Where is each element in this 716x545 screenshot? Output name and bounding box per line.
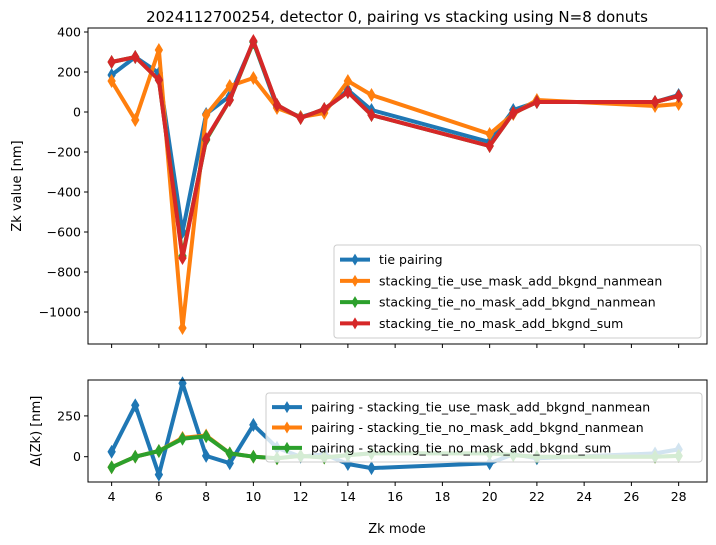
top-series-4-point — [154, 73, 164, 87]
top-y-tick-label: 0 — [73, 105, 81, 120]
top-series-4-point — [485, 139, 494, 153]
top-series-4-point — [674, 89, 683, 103]
top-legend-label-1: tie pairing — [379, 252, 443, 267]
top-legend-marker-3 — [351, 296, 359, 309]
bottom-legend-label-1: pairing - stacking_tie_use_mask_add_bkgn… — [311, 400, 650, 415]
bottom-series-3-point — [178, 431, 187, 446]
bottom-x-tick-label: 22 — [529, 489, 545, 504]
top-series-2-point — [225, 79, 234, 93]
bottom-plot-frame — [87, 379, 708, 483]
bottom-series-1-point — [107, 444, 116, 459]
bottom-x-tick-label: 20 — [482, 489, 498, 504]
top-legend-marker-1 — [351, 253, 359, 266]
x-axis-label: Zk mode — [368, 522, 425, 537]
bottom-x-tick-label: 14 — [340, 489, 356, 504]
top-y-tick-label: −600 — [47, 225, 81, 240]
top-series-4-point — [225, 93, 234, 107]
bottom-legend-marker-3 — [283, 441, 291, 454]
top-series-4-point — [296, 111, 305, 125]
top-series-4-point — [201, 132, 211, 146]
bottom-series-3-point — [201, 429, 211, 444]
bottom-series-3-point — [131, 449, 140, 464]
top-series-4-point — [131, 50, 140, 64]
bottom-legend-marker-2 — [283, 421, 291, 434]
bottom-y-tick-label: 0 — [73, 449, 81, 464]
top-legend-label-2: stacking_tie_use_mask_add_bkgnd_nanmean — [379, 273, 662, 288]
bottom-x-tick-label: 6 — [155, 489, 163, 504]
bottom-x-tick-label: 12 — [293, 489, 309, 504]
bottom-series-3-point — [249, 449, 258, 464]
bottom-series-1-point — [154, 467, 164, 482]
top-series-4-point — [320, 102, 329, 116]
bottom-y-axis-label: Δ(Zk) [nm] — [29, 396, 44, 467]
bottom-legend-box — [265, 392, 703, 463]
top-series-2-point — [178, 321, 187, 335]
top-series-4-point — [107, 55, 116, 69]
bottom-series-1-point — [131, 398, 140, 413]
top-legend-label-4: stacking_tie_no_mask_add_bkgnd_sum — [379, 316, 623, 331]
bottom-x-tick-label: 18 — [434, 489, 450, 504]
top-y-axis-label: Zk value [nm] — [10, 140, 25, 231]
top-series-2-point — [201, 108, 211, 122]
bottom-x-tick-label: 24 — [576, 489, 592, 504]
bottom-x-tick-label: 26 — [623, 489, 639, 504]
bottom-x-tick-label: 16 — [387, 489, 403, 504]
top-series-2-point — [674, 97, 683, 111]
top-series-2-point — [154, 43, 164, 57]
bottom-series-3-point — [107, 460, 116, 475]
delta-zk-plot: 250 0 4 6 8 10 12 14 16 18 20 22 24 26 28 pairing - sta… — [57, 376, 703, 504]
bottom-x-tick-label: 28 — [671, 489, 687, 504]
top-series-2-point — [367, 88, 376, 102]
top-plot-frame — [87, 27, 708, 345]
bottom-series-1-point — [225, 456, 234, 471]
top-y-tick-label: 400 — [57, 25, 81, 40]
top-y-tick-label: −200 — [47, 145, 81, 160]
zk-value-plot: 400 200 0 −200 −400 −600 −800 −1000 tie pairing s… — [39, 25, 702, 348]
top-series-4-point — [367, 108, 376, 122]
top-series-4-point — [343, 85, 353, 99]
top-legend-label-3: stacking_tie_no_mask_add_bkgnd_nanmean — [379, 295, 656, 310]
top-series-4-point — [178, 251, 187, 265]
top-y-tick-label: −400 — [47, 185, 81, 200]
bottom-legend-marker-1 — [283, 401, 291, 414]
bottom-x-tick-label: 8 — [202, 489, 210, 504]
top-series-2-point — [131, 113, 140, 127]
top-y-tick-label: −800 — [47, 265, 81, 280]
top-series-4-point — [532, 95, 542, 109]
top-series-4-point — [509, 106, 518, 120]
bottom-x-tick-label: 4 — [108, 489, 116, 504]
bottom-series-1-point — [201, 448, 211, 463]
bottom-legend-label-3: pairing - stacking_tie_no_mask_add_bkgnd… — [311, 440, 611, 455]
bottom-series-1-point — [367, 461, 376, 476]
bottom-series-1-point — [249, 417, 258, 432]
bottom-y-tick-label: 250 — [57, 408, 81, 423]
top-series-2-point — [249, 71, 258, 85]
top-legend-box — [333, 244, 702, 339]
top-chart-title: 2024112700254, detector 0, pairing vs st… — [146, 8, 648, 26]
top-legend-marker-4 — [351, 317, 359, 330]
top-legend-marker-2 — [351, 274, 359, 287]
top-series-2-point — [107, 74, 116, 88]
bottom-x-tick-label: 10 — [245, 489, 261, 504]
top-y-tick-label: −1000 — [39, 305, 81, 320]
bottom-series-3-point — [154, 444, 164, 458]
bottom-series-3-point — [225, 446, 234, 461]
top-y-tick-label: 200 — [57, 65, 81, 80]
bottom-legend-label-2: pairing - stacking_tie_no_mask_add_bkgnd… — [311, 420, 644, 435]
top-series-4-point — [272, 98, 282, 112]
top-series-4-point — [249, 34, 258, 48]
top-series-4-point — [650, 95, 660, 109]
